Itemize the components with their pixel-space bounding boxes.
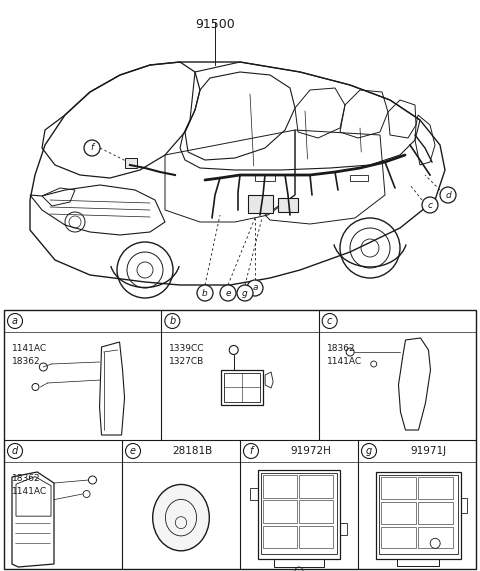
Text: e: e: [130, 446, 136, 456]
Bar: [381, 526, 416, 548]
Text: 1339CC: 1339CC: [169, 344, 205, 353]
Text: 1141AC: 1141AC: [12, 344, 47, 353]
Bar: [125, 158, 137, 168]
Text: d: d: [445, 191, 451, 199]
Bar: [248, 195, 273, 213]
Bar: [418, 526, 453, 548]
Text: f: f: [249, 446, 252, 456]
Text: c: c: [327, 316, 332, 326]
Bar: [340, 524, 348, 536]
Text: 18362: 18362: [12, 474, 41, 483]
Bar: [255, 175, 275, 181]
Bar: [381, 502, 416, 524]
Bar: [376, 472, 461, 559]
Bar: [278, 198, 298, 212]
Circle shape: [165, 313, 180, 328]
Bar: [258, 470, 340, 559]
Circle shape: [243, 444, 259, 459]
Circle shape: [422, 197, 438, 213]
Circle shape: [247, 280, 263, 296]
Text: 28181B: 28181B: [173, 446, 213, 456]
Circle shape: [125, 444, 141, 459]
Bar: [418, 477, 453, 499]
Circle shape: [220, 285, 236, 301]
Ellipse shape: [153, 484, 209, 551]
Text: 1327CB: 1327CB: [169, 357, 204, 366]
Text: a: a: [252, 283, 258, 292]
Text: g: g: [242, 288, 248, 297]
Bar: [4, 310, 476, 569]
Bar: [299, 500, 333, 523]
Circle shape: [361, 444, 376, 459]
Text: 1141AC: 1141AC: [12, 487, 47, 496]
Bar: [263, 526, 297, 548]
Bar: [418, 502, 453, 524]
Text: c: c: [428, 200, 432, 210]
Text: 91500: 91500: [195, 18, 235, 31]
Bar: [263, 475, 297, 497]
Bar: [397, 559, 439, 566]
Bar: [263, 500, 297, 523]
Text: 18362: 18362: [327, 344, 355, 353]
Circle shape: [440, 187, 456, 203]
Text: 91971J: 91971J: [411, 446, 447, 456]
Bar: [274, 559, 324, 567]
Bar: [299, 526, 333, 548]
Bar: [379, 475, 457, 554]
Text: b: b: [202, 288, 208, 297]
Text: d: d: [12, 446, 18, 456]
Circle shape: [8, 444, 23, 459]
Text: b: b: [169, 316, 176, 326]
Bar: [350, 175, 368, 181]
Bar: [224, 373, 260, 402]
Bar: [250, 488, 258, 500]
Text: f: f: [90, 143, 94, 152]
Circle shape: [8, 313, 23, 328]
Circle shape: [84, 140, 100, 156]
Circle shape: [237, 285, 253, 301]
Text: 18362: 18362: [12, 357, 41, 366]
Bar: [299, 475, 333, 497]
Bar: [461, 498, 467, 513]
Bar: [261, 473, 337, 554]
Circle shape: [322, 313, 337, 328]
Bar: [381, 477, 416, 499]
Text: g: g: [366, 446, 372, 456]
Circle shape: [197, 285, 213, 301]
Bar: [221, 370, 263, 405]
Text: 1141AC: 1141AC: [327, 357, 362, 366]
Text: 91972H: 91972H: [290, 446, 331, 456]
Text: a: a: [12, 316, 18, 326]
Text: e: e: [225, 288, 231, 297]
